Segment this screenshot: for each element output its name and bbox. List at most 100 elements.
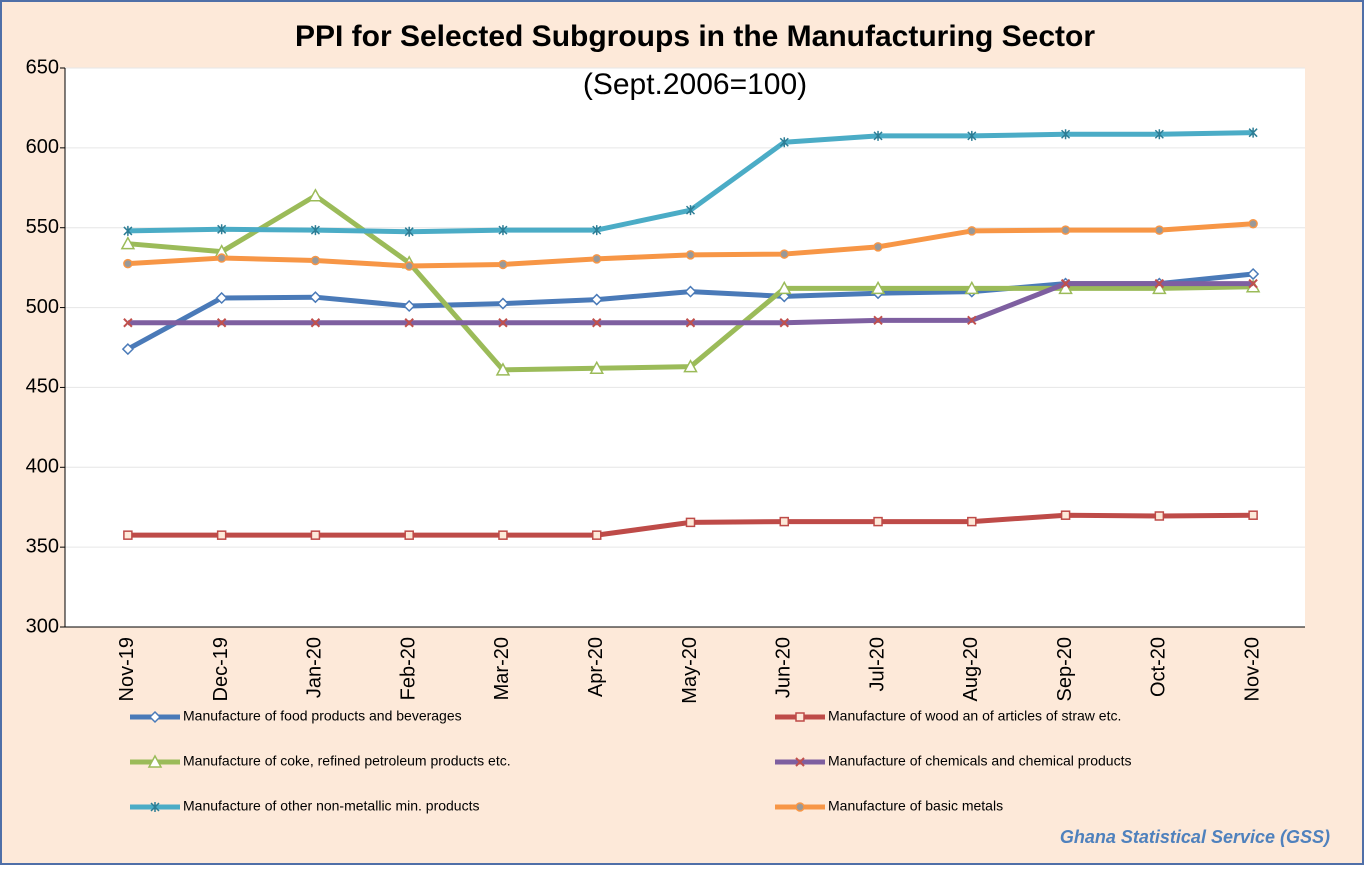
marker xyxy=(684,285,697,298)
x-tick-label: Nov-19 xyxy=(116,637,138,701)
marker xyxy=(217,224,227,235)
marker xyxy=(592,318,602,328)
marker xyxy=(685,517,696,528)
marker xyxy=(1154,511,1165,521)
marker xyxy=(403,299,416,313)
marker xyxy=(795,802,805,812)
marker xyxy=(967,516,977,527)
x-tick-label: Jul-20 xyxy=(866,637,888,691)
marker xyxy=(309,291,322,304)
marker xyxy=(216,253,227,263)
x-tick-label: Dec-19 xyxy=(210,637,232,701)
marker xyxy=(685,318,696,328)
marker xyxy=(683,359,698,373)
legend-label: Manufacture of wood an of articles of st… xyxy=(828,708,1121,724)
chart-title: PPI for Selected Subgroups in the Manufa… xyxy=(295,20,1095,53)
marker xyxy=(590,293,603,306)
marker xyxy=(1248,218,1258,229)
x-tick-label: Aug-20 xyxy=(960,637,982,702)
marker xyxy=(779,249,790,259)
plot-area xyxy=(65,68,1305,627)
marker xyxy=(216,530,227,540)
marker xyxy=(1248,510,1258,520)
marker xyxy=(498,530,508,540)
marker xyxy=(310,225,320,236)
marker xyxy=(495,362,511,376)
marker xyxy=(779,516,790,527)
marker xyxy=(589,360,604,375)
marker xyxy=(591,254,602,264)
marker xyxy=(795,757,805,767)
legend-label: Manufacture of basic metals xyxy=(828,798,1003,814)
marker xyxy=(1060,225,1071,235)
marker xyxy=(404,530,414,540)
marker xyxy=(498,318,508,328)
marker xyxy=(404,226,414,237)
marker xyxy=(964,280,980,295)
marker xyxy=(873,242,883,252)
x-tick-label: Nov-20 xyxy=(1241,637,1263,701)
marker xyxy=(310,255,321,266)
marker xyxy=(148,710,162,724)
marker xyxy=(150,802,160,812)
marker xyxy=(1061,129,1071,140)
legend-label: Manufacture of coke, refined petroleum p… xyxy=(183,753,511,769)
legend-label: Manufacture of chemicals and chemical pr… xyxy=(828,753,1131,769)
marker xyxy=(779,318,789,328)
marker xyxy=(1154,225,1165,235)
marker xyxy=(310,318,321,328)
marker xyxy=(1247,267,1260,281)
marker xyxy=(873,315,883,326)
marker xyxy=(404,318,414,328)
marker xyxy=(873,130,883,141)
marker xyxy=(967,130,977,141)
x-tick-label: Feb-20 xyxy=(397,637,419,700)
legend-label: Manufacture of food products and beverag… xyxy=(183,708,462,724)
marker xyxy=(404,261,414,271)
x-tick-label: Apr-20 xyxy=(585,637,607,697)
x-tick-label: May-20 xyxy=(679,637,701,704)
x-tick-label: Jan-20 xyxy=(304,637,326,698)
marker xyxy=(498,225,508,236)
y-tick-label: 400 xyxy=(26,456,59,478)
marker xyxy=(592,225,602,236)
legend-label: Manufacture of other non-metallic min. p… xyxy=(183,798,479,814)
marker xyxy=(870,280,886,295)
y-tick-label: 450 xyxy=(26,376,59,398)
marker xyxy=(1154,278,1165,289)
x-tick-label: Oct-20 xyxy=(1148,637,1170,697)
marker xyxy=(779,137,789,148)
marker xyxy=(1060,278,1071,289)
y-tick-label: 500 xyxy=(26,296,59,318)
y-tick-label: 550 xyxy=(26,216,59,238)
marker xyxy=(308,188,323,202)
source: Ghana Statistical Service (GSS) xyxy=(1060,827,1330,847)
marker xyxy=(215,291,228,305)
marker xyxy=(121,343,134,356)
marker xyxy=(310,530,321,540)
marker xyxy=(498,259,508,270)
marker xyxy=(120,236,136,250)
chart-subtitle: (Sept.2006=100) xyxy=(583,68,807,101)
marker xyxy=(123,258,133,269)
y-tick-label: 350 xyxy=(26,535,59,557)
x-tick-label: Mar-20 xyxy=(491,637,513,700)
marker xyxy=(147,754,163,768)
x-tick-label: Sep-20 xyxy=(1054,637,1076,702)
marker xyxy=(123,530,133,540)
x-tick-label: Jun-20 xyxy=(773,637,795,698)
marker xyxy=(496,297,510,310)
y-tick-label: 600 xyxy=(26,136,59,158)
marker xyxy=(873,516,883,527)
marker xyxy=(591,530,602,540)
marker xyxy=(967,226,977,236)
marker xyxy=(1154,129,1164,140)
marker xyxy=(967,315,977,326)
marker xyxy=(777,280,792,295)
marker xyxy=(685,250,696,260)
y-tick-label: 300 xyxy=(26,615,59,637)
marker xyxy=(123,225,133,236)
marker xyxy=(1060,510,1071,520)
